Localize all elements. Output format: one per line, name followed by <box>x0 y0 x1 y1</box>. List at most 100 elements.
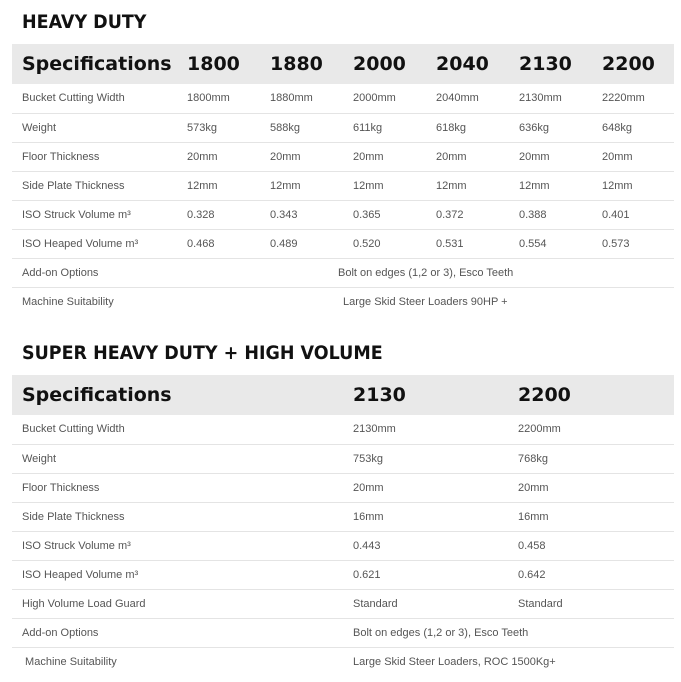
table-row: Floor Thickness 20mm 20mm 20mm 20mm 20mm… <box>12 142 674 171</box>
cell: 0.328 <box>187 208 215 221</box>
heavy-duty-spec-table: Specifications 1800 1880 2000 2040 2130 … <box>12 44 674 316</box>
cell: 2200mm <box>518 423 561 436</box>
cell: 12mm <box>187 179 218 192</box>
cell: 2040mm <box>436 92 479 105</box>
cell: 0.401 <box>602 208 630 221</box>
table-row: ISO Heaped Volume m³ 0.621 0.642 <box>12 560 674 589</box>
cell: 0.388 <box>519 208 547 221</box>
table-header-row: Specifications 2130 2200 <box>12 375 674 415</box>
table-row: ISO Struck Volume m³ 0.328 0.343 0.365 0… <box>12 200 674 229</box>
cell: 0.372 <box>436 208 464 221</box>
machine-suitability-value: Large Skid Steer Loaders, ROC 1500Kg+ <box>353 655 556 668</box>
heavy-duty-title: HEAVY DUTY <box>22 11 147 33</box>
cell: Standard <box>518 597 563 610</box>
machine-suitability-value: Large Skid Steer Loaders 90HP + <box>343 295 508 308</box>
row-label: Side Plate Thickness <box>22 510 125 523</box>
cell: 2220mm <box>602 92 645 105</box>
header-model: 2130 <box>519 53 572 75</box>
addon-options-value: Bolt on edges (1,2 or 3), Esco Teeth <box>353 626 529 639</box>
cell: 648kg <box>602 121 632 134</box>
table-row: Weight 753kg 768kg <box>12 444 674 473</box>
cell: Standard <box>353 597 398 610</box>
cell: 0.458 <box>518 539 546 552</box>
table-row: ISO Heaped Volume m³ 0.468 0.489 0.520 0… <box>12 229 674 258</box>
cell: 12mm <box>436 179 467 192</box>
cell: 20mm <box>353 481 384 494</box>
cell: 0.443 <box>353 539 381 552</box>
row-label: Weight <box>22 452 57 465</box>
cell: 0.531 <box>436 237 464 250</box>
cell: 1800mm <box>187 92 230 105</box>
cell: 768kg <box>518 452 548 465</box>
table-row: ISO Struck Volume m³ 0.443 0.458 <box>12 531 674 560</box>
cell: 0.365 <box>353 208 381 221</box>
cell: 20mm <box>270 150 301 163</box>
cell: 20mm <box>518 481 549 494</box>
table-row: Bucket Cutting Width 1800mm 1880mm 2000m… <box>12 84 674 113</box>
cell: 2130mm <box>353 423 396 436</box>
cell: 12mm <box>602 179 633 192</box>
cell: 0.573 <box>602 237 630 250</box>
header-specifications: Specifications <box>22 384 172 406</box>
row-label: Add-on Options <box>22 266 99 279</box>
table-row: Side Plate Thickness 12mm 12mm 12mm 12mm… <box>12 171 674 200</box>
cell: 20mm <box>436 150 467 163</box>
row-label: Side Plate Thickness <box>22 179 125 192</box>
super-heavy-duty-spec-table: Specifications 2130 2200 Bucket Cutting … <box>12 375 674 676</box>
row-label: ISO Struck Volume m³ <box>22 208 131 221</box>
table-row-addon: Add-on Options Bolt on edges (1,2 or 3),… <box>12 258 674 287</box>
row-label: Bucket Cutting Width <box>22 92 125 105</box>
row-label: Bucket Cutting Width <box>22 423 125 436</box>
header-model: 2200 <box>518 384 571 406</box>
header-specifications: Specifications <box>22 53 172 75</box>
header-model: 1800 <box>187 53 240 75</box>
cell: 636kg <box>519 121 549 134</box>
row-label: ISO Struck Volume m³ <box>22 539 131 552</box>
table-row-suitability: Machine Suitability Large Skid Steer Loa… <box>12 287 674 316</box>
cell: 1880mm <box>270 92 313 105</box>
row-label: ISO Heaped Volume m³ <box>22 237 139 250</box>
cell: 588kg <box>270 121 300 134</box>
header-model: 2000 <box>353 53 406 75</box>
header-model: 2200 <box>602 53 655 75</box>
cell: 16mm <box>353 510 384 523</box>
table-row-suitability: Machine Suitability Large Skid Steer Loa… <box>12 647 674 676</box>
cell: 20mm <box>519 150 550 163</box>
table-row-addon: Add-on Options Bolt on edges (1,2 or 3),… <box>12 618 674 647</box>
cell: 0.468 <box>187 237 215 250</box>
header-model: 1880 <box>270 53 323 75</box>
cell: 2130mm <box>519 92 562 105</box>
table-header-row: Specifications 1800 1880 2000 2040 2130 … <box>12 44 674 84</box>
row-label: High Volume Load Guard <box>22 597 146 610</box>
row-label: ISO Heaped Volume m³ <box>22 568 139 581</box>
cell: 20mm <box>602 150 633 163</box>
table-row: Floor Thickness 20mm 20mm <box>12 473 674 502</box>
cell: 2000mm <box>353 92 396 105</box>
row-label: Machine Suitability <box>22 295 114 308</box>
cell: 573kg <box>187 121 217 134</box>
table-row: High Volume Load Guard Standard Standard <box>12 589 674 618</box>
row-label: Floor Thickness <box>22 150 100 163</box>
cell: 0.343 <box>270 208 298 221</box>
table-row: Side Plate Thickness 16mm 16mm <box>12 502 674 531</box>
table-row: Weight 573kg 588kg 611kg 618kg 636kg 648… <box>12 113 674 142</box>
header-model: 2040 <box>436 53 489 75</box>
row-label: Weight <box>22 121 57 134</box>
cell: 618kg <box>436 121 466 134</box>
cell: 0.642 <box>518 568 546 581</box>
cell: 0.520 <box>353 237 381 250</box>
cell: 20mm <box>353 150 384 163</box>
cell: 20mm <box>187 150 218 163</box>
addon-options-value: Bolt on edges (1,2 or 3), Esco Teeth <box>338 266 514 279</box>
cell: 0.621 <box>353 568 381 581</box>
super-heavy-duty-title: SUPER HEAVY DUTY + HIGH VOLUME <box>22 342 383 364</box>
cell: 611kg <box>353 121 383 134</box>
row-label: Add-on Options <box>22 626 99 639</box>
cell: 12mm <box>519 179 550 192</box>
cell: 16mm <box>518 510 549 523</box>
cell: 0.489 <box>270 237 298 250</box>
cell: 12mm <box>353 179 384 192</box>
cell: 753kg <box>353 452 383 465</box>
header-model: 2130 <box>353 384 406 406</box>
table-row: Bucket Cutting Width 2130mm 2200mm <box>12 415 674 444</box>
